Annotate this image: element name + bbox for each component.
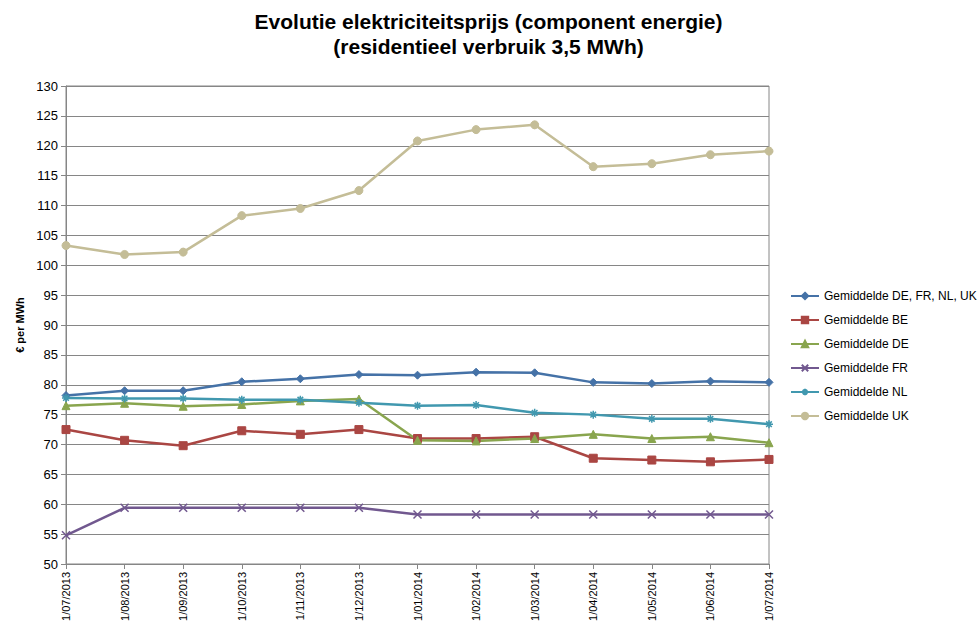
svg-text:125: 125: [36, 108, 58, 123]
svg-text:1/10/2013: 1/10/2013: [236, 572, 248, 621]
svg-text:60: 60: [44, 497, 58, 512]
svg-text:55: 55: [44, 527, 58, 542]
svg-text:1/12/2013: 1/12/2013: [353, 572, 365, 621]
svg-text:(residentieel verbruik 3,5 MWh: (residentieel verbruik 3,5 MWh): [333, 35, 643, 58]
svg-text:65: 65: [44, 467, 58, 482]
svg-text:1/01/2014: 1/01/2014: [412, 572, 424, 621]
svg-text:1/04/2014: 1/04/2014: [587, 572, 599, 621]
svg-text:1/08/2013: 1/08/2013: [119, 572, 131, 621]
svg-text:Gemiddelde NL: Gemiddelde NL: [824, 385, 908, 399]
svg-text:Gemiddelde UK: Gemiddelde UK: [824, 409, 909, 423]
svg-text:1/09/2013: 1/09/2013: [177, 572, 189, 621]
svg-text:95: 95: [44, 288, 58, 303]
svg-text:Gemiddelde BE: Gemiddelde BE: [824, 313, 908, 327]
svg-text:Gemiddelde DE: Gemiddelde DE: [824, 337, 909, 351]
svg-text:1/11/2013: 1/11/2013: [294, 572, 306, 620]
svg-text:1/06/2014: 1/06/2014: [704, 572, 716, 621]
svg-text:105: 105: [36, 228, 58, 243]
svg-text:1/07/2014: 1/07/2014: [763, 572, 775, 621]
svg-text:50: 50: [44, 557, 58, 572]
svg-text:115: 115: [37, 168, 58, 183]
svg-text:1/05/2014: 1/05/2014: [646, 572, 658, 621]
svg-text:75: 75: [44, 407, 58, 422]
svg-text:130: 130: [36, 79, 58, 94]
svg-text:70: 70: [44, 437, 58, 452]
svg-text:Gemiddelde FR: Gemiddelde FR: [824, 361, 908, 375]
svg-text:110: 110: [37, 198, 58, 213]
svg-text:Evolutie elektriciteitsprijs (: Evolutie elektriciteitsprijs (component …: [255, 10, 723, 33]
svg-text:Gemiddelde DE, FR, NL, UK: Gemiddelde DE, FR, NL, UK: [824, 289, 977, 303]
svg-text:85: 85: [44, 347, 58, 362]
svg-text:1/03/2014: 1/03/2014: [529, 572, 541, 621]
svg-text:90: 90: [44, 318, 58, 333]
svg-text:1/07/2013: 1/07/2013: [60, 572, 72, 621]
svg-text:€ per MWh: € per MWh: [14, 297, 26, 353]
svg-text:80: 80: [44, 377, 58, 392]
svg-text:120: 120: [36, 138, 58, 153]
svg-text:100: 100: [36, 258, 58, 273]
svg-text:1/02/2014: 1/02/2014: [470, 572, 482, 621]
